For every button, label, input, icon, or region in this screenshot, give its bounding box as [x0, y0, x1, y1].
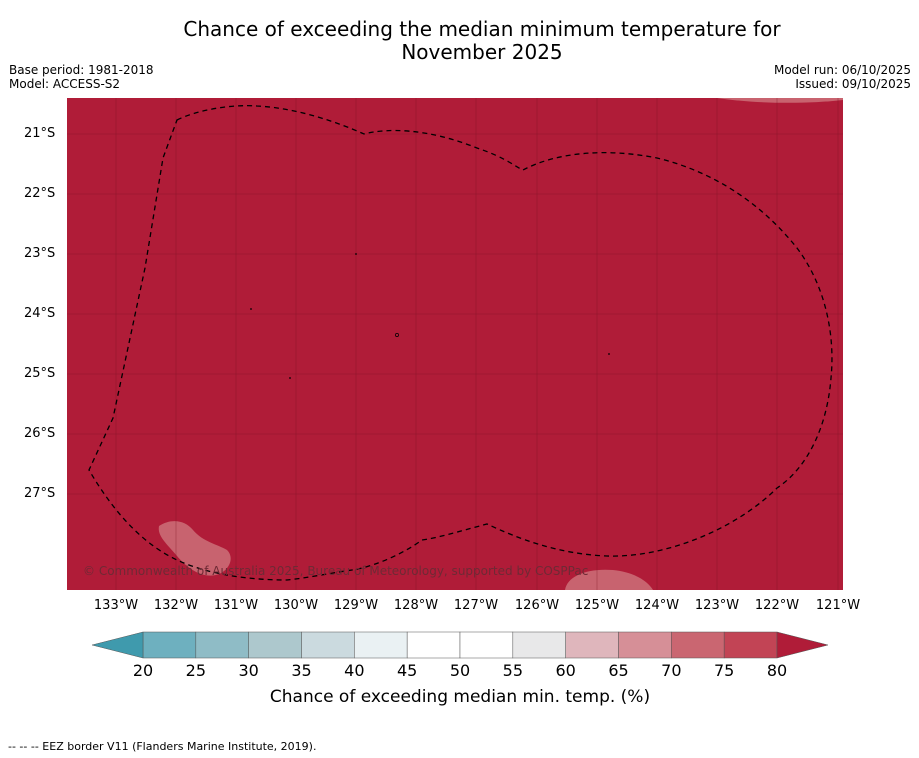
lon-label: 133°W [93, 598, 139, 613]
colorbar-tick-label: 70 [661, 661, 682, 680]
colorbar-segment [671, 631, 725, 659]
model-run: Model run: 06/10/2025 [773, 63, 911, 77]
colorbar [91, 631, 829, 659]
colorbar-segment [195, 631, 249, 659]
colorbar-segment [354, 631, 408, 659]
lon-label: 132°W [153, 598, 199, 613]
colorbar-tick-label: 75 [713, 661, 735, 680]
lat-label: 25°S [24, 366, 56, 381]
lon-label: 122°W [754, 598, 800, 613]
probability-field [67, 98, 843, 590]
lon-label: 130°W [273, 598, 319, 613]
map-svg [67, 98, 843, 590]
colorbar-segments [142, 631, 778, 659]
eez-legend-note: -- -- -- EEZ border V11 (Flanders Marine… [8, 740, 317, 753]
colorbar-segment [723, 631, 778, 659]
lon-label: 124°W [634, 598, 680, 613]
colorbar-segment [248, 631, 302, 659]
lon-label: 128°W [393, 598, 439, 613]
colorbar-tick-label: 55 [502, 661, 524, 680]
colorbar-max-extension [776, 631, 829, 659]
lon-label: 131°W [213, 598, 259, 613]
chart-title: Chance of exceeding the median minimum t… [82, 18, 882, 64]
lon-label: 129°W [333, 598, 379, 613]
issued-date: Issued: 09/10/2025 [795, 77, 911, 91]
eez-border [88, 104, 833, 581]
colorbar-segment [142, 631, 197, 659]
title-line-2: November 2025 [401, 40, 563, 64]
lat-label: 23°S [24, 246, 56, 261]
colorbar-tick-label: 60 [555, 661, 576, 680]
lat-label: 27°S [24, 486, 56, 501]
colorbar-segment [406, 631, 461, 659]
lon-label: 125°W [574, 598, 620, 613]
colorbar-tick-label: 25 [185, 661, 207, 680]
colorbar-segment [301, 631, 355, 659]
colorbar-segment [618, 631, 672, 659]
lon-label: 126°W [514, 598, 560, 613]
colorbar-tick-label: 20 [132, 661, 154, 680]
colorbar-segment [459, 631, 514, 659]
lat-label: 24°S [24, 306, 56, 321]
colorbar-segment [512, 631, 566, 659]
lower-probability-patch-west [158, 521, 231, 576]
lower-probability-patch-northeast [717, 98, 843, 103]
lon-label: 127°W [453, 598, 499, 613]
colorbar-min-extension [91, 631, 144, 659]
colorbar-tick-label: 30 [238, 661, 259, 680]
lower-probability-patch-south [565, 569, 653, 590]
graticule [67, 98, 843, 590]
lat-label: 26°S [24, 426, 56, 441]
copyright-notice: © Commonwealth of Australia 2025, Bureau… [83, 564, 589, 578]
base-period: Base period: 1981-2018 [9, 63, 154, 77]
map-panel: © Commonwealth of Australia 2025, Bureau… [67, 98, 843, 590]
lat-label: 22°S [24, 186, 56, 201]
colorbar-label: Chance of exceeding median min. temp. (%… [269, 687, 651, 707]
colorbar-tick-label: 40 [344, 661, 365, 680]
colorbar-segment [565, 631, 619, 659]
colorbar-tick-label: 50 [449, 661, 471, 680]
lat-label: 21°S [24, 126, 56, 141]
colorbar-tick-label: 65 [608, 661, 629, 680]
colorbar-tick-label: 35 [291, 661, 312, 680]
model-name: Model: ACCESS-S2 [9, 77, 121, 91]
meta-right: Model run: 06/10/2025 Issued: 09/10/2025 [774, 63, 911, 91]
colorbar-tick-label: 80 [766, 661, 788, 680]
colorbar-tick-label: 45 [396, 661, 418, 680]
lon-label: 123°W [694, 598, 740, 613]
islands [250, 253, 610, 379]
lon-label: 121°W [815, 598, 861, 613]
meta-left: Base period: 1981-2018 Model: ACCESS-S2 [9, 63, 154, 91]
title-line-1: Chance of exceeding the median minimum t… [183, 17, 781, 41]
